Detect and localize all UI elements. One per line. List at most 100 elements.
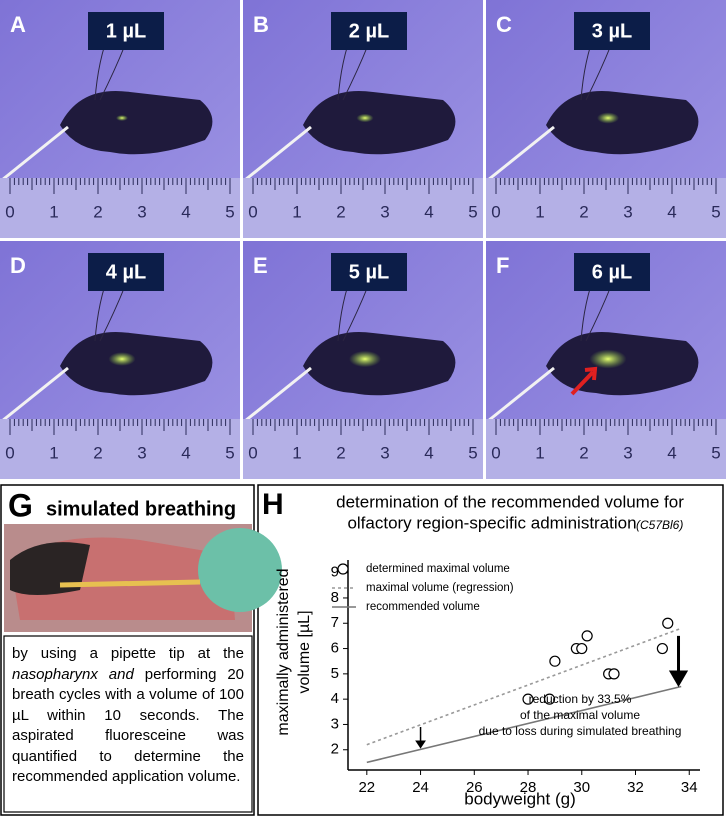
ruler-label: 1 xyxy=(292,202,301,221)
data-point xyxy=(543,693,556,705)
ruler-label: 1 xyxy=(49,202,58,221)
pipette xyxy=(1,366,69,423)
photo-detail xyxy=(10,542,90,595)
volume-label: 4 µL xyxy=(106,261,146,283)
annotation: reduction by 33.5% xyxy=(529,692,632,706)
x-tick-label: 28 xyxy=(520,779,537,796)
y-tick-label: 9 xyxy=(331,564,339,581)
panel-letter: C xyxy=(496,12,512,37)
chart-title-note: (C57Bl6) xyxy=(636,518,683,532)
chart-title: determination of the recommended volume … xyxy=(336,492,684,511)
fluorescence xyxy=(349,350,381,368)
arrow xyxy=(668,635,689,687)
volume-label: 6 µL xyxy=(592,261,632,283)
ruler-label: 2 xyxy=(579,443,588,462)
text-frame xyxy=(3,635,253,813)
annotation: due to loss during simulated breathing xyxy=(479,724,682,738)
y-tick-label: 2 xyxy=(331,741,339,758)
ruler-label: 1 xyxy=(535,443,544,462)
x-tick-label: 30 xyxy=(573,779,590,796)
annotation: of the maximal volume xyxy=(520,708,640,722)
legend-label: determined maximal volume xyxy=(366,563,510,575)
volume-label: 2 µL xyxy=(349,20,389,42)
panel-letter: F xyxy=(496,253,509,278)
x-axis-label: bodyweight (g) xyxy=(464,789,576,808)
ruler-label: 5 xyxy=(711,443,720,462)
volume-box xyxy=(88,12,164,50)
y-tick-label: 4 xyxy=(331,690,339,707)
ruler-label: 5 xyxy=(468,202,477,221)
series-line xyxy=(366,685,682,764)
x-tick-label: 22 xyxy=(358,779,375,796)
y-tick-label: 6 xyxy=(331,640,339,657)
volume-box xyxy=(331,12,407,50)
pipette xyxy=(244,366,312,423)
tissue xyxy=(60,331,213,396)
panel-letter: A xyxy=(10,12,26,37)
y-tick-label: 3 xyxy=(331,715,339,732)
pipette xyxy=(244,125,312,182)
pipette xyxy=(487,125,555,182)
data-point xyxy=(608,668,620,680)
ruler-label: 4 xyxy=(667,443,676,462)
tissue xyxy=(546,90,699,155)
tissue xyxy=(303,90,456,155)
series-line xyxy=(366,627,682,746)
ruler-label: 2 xyxy=(579,202,588,221)
ruler-label: 4 xyxy=(667,202,676,221)
red-arrow xyxy=(570,366,598,396)
data-point xyxy=(662,617,674,629)
ruler-label: 0 xyxy=(5,202,14,221)
y-tick-label: 7 xyxy=(331,614,339,631)
x-tick-label: 26 xyxy=(466,779,483,796)
ruler-label: 1 xyxy=(535,202,544,221)
fluorescence xyxy=(589,349,627,369)
panel-letter: H xyxy=(262,488,284,521)
legend-symbol xyxy=(337,563,349,575)
panel-h-frame xyxy=(257,484,724,816)
ruler-label: 2 xyxy=(336,202,345,221)
panel-g-frame xyxy=(0,484,255,816)
data-point xyxy=(576,642,588,655)
ruler-label: 5 xyxy=(711,202,720,221)
data-point xyxy=(656,642,668,655)
panel-g-text: by using a pipette tip at the nasopharyn… xyxy=(12,644,244,788)
data-point xyxy=(522,693,534,705)
ruler-label: 2 xyxy=(93,202,102,221)
x-tick-label: 24 xyxy=(412,779,429,796)
ruler-label: 0 xyxy=(248,202,257,221)
text: by using a pipette tip at the xyxy=(12,645,244,662)
ruler-label: 1 xyxy=(292,443,301,462)
chart-title: olfactory region-specific administration xyxy=(347,513,636,532)
y-axis-label: volume [µL] xyxy=(296,610,313,693)
volume-box xyxy=(88,253,164,291)
ruler-label: 2 xyxy=(93,443,102,462)
ruler-label: 5 xyxy=(225,202,234,221)
pipette xyxy=(1,125,69,182)
ruler-label: 0 xyxy=(491,443,500,462)
legend-label: maximal volume (regression) xyxy=(366,582,514,594)
tissue xyxy=(60,90,213,155)
text: performing 20 breath cycles with a volum… xyxy=(12,665,245,786)
photo-detail xyxy=(198,528,282,612)
ruler-label: 4 xyxy=(181,202,190,221)
ruler-label: 0 xyxy=(491,202,500,221)
ruler-label: 2 xyxy=(336,443,345,462)
ruler-label: 4 xyxy=(181,443,190,462)
text: nasopharynx and xyxy=(12,665,134,683)
panel-letter: D xyxy=(10,253,26,278)
y-axis-label: maximally administered xyxy=(275,568,292,735)
y-tick-label: 5 xyxy=(331,665,339,682)
ruler-label: 3 xyxy=(380,202,389,221)
ruler-label: 1 xyxy=(49,443,58,462)
ruler-label: 3 xyxy=(137,443,146,462)
arrow xyxy=(415,726,426,749)
ruler-label: 3 xyxy=(380,443,389,462)
ruler-label: 0 xyxy=(5,443,14,462)
panel-letter: B xyxy=(253,12,269,37)
data-point xyxy=(581,630,593,642)
panel-letter: G xyxy=(8,487,33,523)
volume-label: 3 µL xyxy=(592,20,632,42)
